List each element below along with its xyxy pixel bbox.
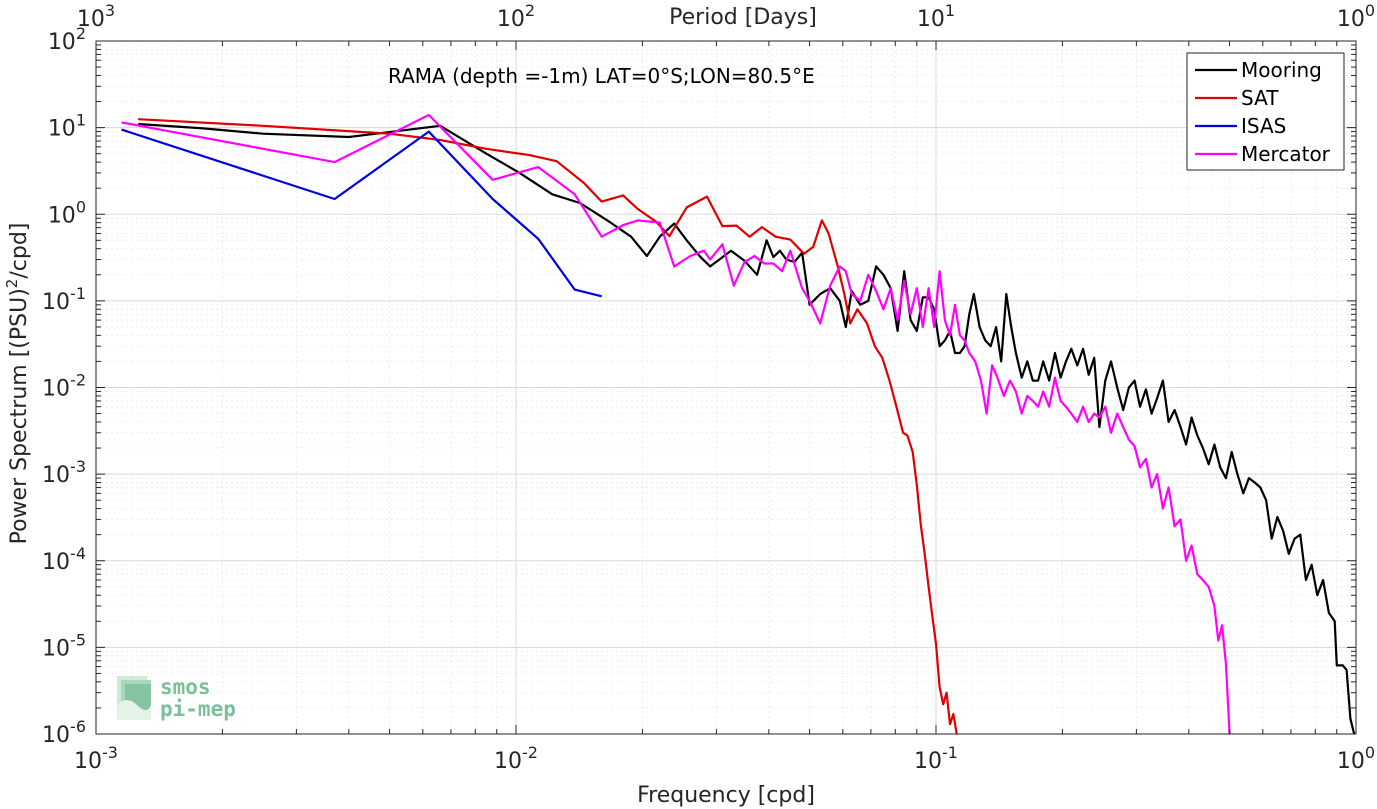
smos-pi-mep-logo: smos pi-mep [117, 675, 236, 721]
legend: Mooring SAT ISAS Mercator [1186, 52, 1345, 171]
y-tick-label-base: 10 [48, 30, 76, 55]
y-tick-label: 10-3 [42, 457, 86, 488]
y-tick-label-base: 10 [42, 290, 70, 315]
y-tick-label: 10-5 [42, 630, 86, 661]
y-tick-label-exp: 0 [76, 197, 86, 216]
x-tick-label: 100 [1337, 743, 1375, 774]
y-tick-label: 102 [48, 24, 86, 55]
x-tick-label-base: 10 [914, 749, 942, 774]
y-tick-label-exp: 1 [76, 111, 86, 130]
series-line-mooring [138, 122, 1356, 734]
legend-label-mercator: Mercator [1241, 142, 1331, 166]
top-x-tick-label-exp: 3 [105, 1, 115, 20]
x-tick-label-exp: -1 [942, 743, 958, 762]
y-axis-label: Power Spectrum [(PSU)2/cpd] [3, 223, 32, 545]
x-tick-label-base: 10 [494, 749, 522, 774]
legend-label-sat: SAT [1241, 86, 1279, 110]
y-tick-label-base: 10 [48, 203, 76, 228]
series-line-mercator [121, 113, 1231, 734]
top-x-tick-label-exp: 0 [1365, 1, 1375, 20]
y-tick-label: 10-6 [42, 717, 86, 748]
chart-annotation: RAMA (depth =-1m) LAT=0°S;LON=80.5°E [388, 64, 815, 88]
x-axis-label: Frequency [cpd] [637, 783, 815, 808]
y-tick-label-exp: 2 [76, 24, 86, 43]
top-x-tick-label: 100 [1337, 1, 1375, 32]
y-tick-label-exp: -2 [70, 371, 86, 390]
y-tick-label-base: 10 [42, 550, 70, 575]
y-tick-label: 10-2 [42, 371, 86, 402]
top-x-tick-label: 101 [917, 1, 955, 32]
y-tick-label-exp: -1 [70, 284, 86, 303]
svg-text:pi-mep: pi-mep [160, 697, 236, 721]
y-tick-label-base: 10 [42, 636, 70, 661]
top-x-tick-label-exp: 2 [525, 1, 535, 20]
y-tick-label-base: 10 [42, 463, 70, 488]
y-tick-label-exp: -3 [70, 457, 86, 476]
series-line-isas [121, 128, 602, 298]
y-tick-label-exp: -5 [70, 630, 86, 649]
y-axis-label-sup: 2 [3, 279, 21, 289]
top-x-tick-label-base: 10 [917, 7, 945, 32]
top-x-tick-label-base: 10 [497, 7, 525, 32]
y-tick-label: 10-4 [42, 544, 86, 575]
x-tick-label: 10-3 [74, 743, 118, 774]
y-tick-label: 100 [48, 197, 86, 228]
top-x-tick-label-base: 10 [1337, 7, 1365, 32]
legend-label-mooring: Mooring [1241, 58, 1322, 82]
top-x-axis-label: Period [Days] [669, 5, 817, 30]
series-layer [121, 113, 1356, 734]
legend-label-isas: ISAS [1241, 114, 1286, 138]
y-tick-label-base: 10 [42, 723, 70, 748]
top-x-tick-label: 103 [77, 1, 115, 32]
x-tick-label-base: 10 [1337, 749, 1365, 774]
x-tick-label-exp: 0 [1365, 743, 1375, 762]
top-x-tick-label-exp: 1 [945, 1, 955, 20]
ticks [95, 40, 1357, 735]
y-tick-label-exp: -6 [70, 717, 86, 736]
y-tick-label-exp: -4 [70, 544, 86, 563]
y-axis-label-base: Power Spectrum [(PSU) [7, 288, 32, 544]
x-tick-label: 10-2 [494, 743, 538, 774]
x-tick-label-base: 10 [74, 749, 102, 774]
plot-area [121, 113, 1356, 734]
y-tick-label-base: 10 [48, 117, 76, 142]
x-tick-label-exp: -3 [102, 743, 118, 762]
x-tick-label: 10-1 [914, 743, 958, 774]
y-tick-label: 101 [48, 111, 86, 142]
y-axis-label-rest: /cpd] [7, 223, 32, 279]
y-tick-label: 10-1 [42, 284, 86, 315]
y-tick-label-base: 10 [42, 377, 70, 402]
top-x-tick-label-base: 10 [77, 7, 105, 32]
series-line-sat [138, 118, 958, 734]
x-tick-label-exp: -2 [522, 743, 538, 762]
legend-box [1186, 52, 1345, 171]
top-x-tick-label: 102 [497, 1, 535, 32]
svg-text:smos: smos [160, 675, 211, 699]
